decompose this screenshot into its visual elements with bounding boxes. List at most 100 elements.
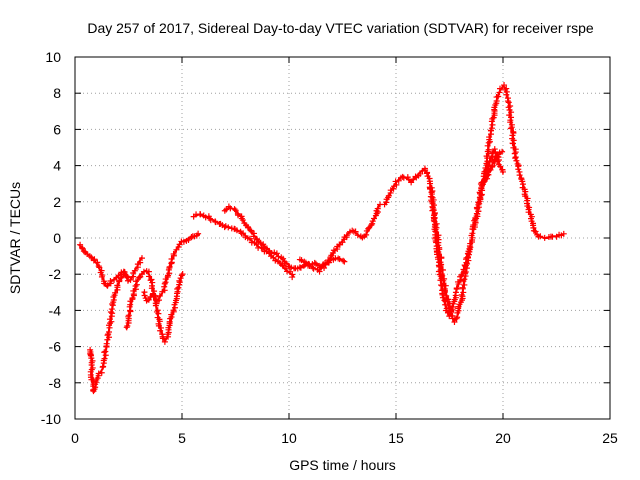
data-point bbox=[492, 149, 499, 156]
data-point bbox=[159, 335, 166, 342]
y-axis-label: SDTVAR / TECUs bbox=[7, 182, 23, 294]
data-point bbox=[95, 370, 102, 377]
data-point bbox=[499, 168, 506, 175]
data-point bbox=[504, 98, 511, 105]
data-point bbox=[125, 312, 132, 319]
data-point bbox=[441, 297, 448, 304]
data-point bbox=[489, 121, 496, 128]
data-point bbox=[412, 173, 419, 180]
data-point bbox=[195, 230, 202, 237]
data-point bbox=[312, 260, 319, 267]
data-point bbox=[430, 217, 437, 224]
data-point bbox=[451, 319, 458, 326]
data-point bbox=[494, 158, 501, 165]
y-tick-label: 6 bbox=[53, 121, 61, 137]
data-point bbox=[476, 200, 483, 207]
data-point bbox=[449, 304, 456, 311]
data-point bbox=[170, 250, 177, 257]
data-point bbox=[233, 227, 240, 234]
data-point bbox=[336, 256, 343, 263]
data-point bbox=[177, 275, 184, 282]
data-point bbox=[155, 297, 162, 304]
x-tick-label: 10 bbox=[281, 430, 297, 446]
data-point bbox=[427, 186, 434, 193]
data-point bbox=[446, 313, 453, 320]
data-point bbox=[140, 268, 147, 275]
data-point bbox=[250, 233, 257, 240]
data-point bbox=[399, 173, 406, 180]
data-point bbox=[146, 273, 153, 280]
data-point bbox=[311, 259, 318, 266]
y-tick-label: -6 bbox=[49, 339, 62, 355]
data-point bbox=[157, 324, 164, 331]
data-point bbox=[508, 114, 515, 121]
data-point bbox=[108, 306, 115, 313]
data-point bbox=[453, 285, 460, 292]
data-point bbox=[175, 244, 182, 251]
data-point bbox=[166, 263, 173, 270]
series-early-c bbox=[123, 268, 186, 345]
data-point bbox=[96, 264, 103, 271]
data-point bbox=[280, 255, 287, 262]
data-point bbox=[94, 259, 101, 266]
data-point bbox=[501, 82, 508, 89]
data-point bbox=[136, 274, 143, 281]
data-point bbox=[157, 327, 164, 334]
data-point bbox=[289, 274, 296, 281]
data-point bbox=[207, 217, 214, 224]
data-point bbox=[150, 293, 157, 300]
data-point bbox=[352, 228, 359, 235]
data-point bbox=[103, 340, 110, 347]
data-point bbox=[343, 232, 350, 239]
series-mid-b bbox=[221, 203, 292, 270]
data-point bbox=[98, 369, 105, 376]
data-point bbox=[240, 230, 247, 237]
y-tick-label: 10 bbox=[45, 49, 61, 65]
data-point bbox=[363, 231, 370, 238]
data-point bbox=[107, 308, 114, 315]
data-point bbox=[225, 224, 232, 231]
data-point bbox=[374, 205, 381, 212]
data-point bbox=[423, 170, 430, 177]
data-point bbox=[247, 227, 254, 234]
data-point bbox=[434, 251, 441, 258]
data-point bbox=[77, 241, 84, 248]
data-point bbox=[104, 282, 111, 289]
data-point bbox=[114, 282, 121, 289]
data-point bbox=[485, 146, 492, 153]
data-point bbox=[438, 255, 445, 262]
data-point bbox=[458, 272, 465, 279]
data-point bbox=[309, 264, 316, 271]
data-point bbox=[197, 211, 204, 218]
data-point bbox=[107, 277, 114, 284]
data-point bbox=[475, 199, 482, 206]
data-point bbox=[329, 250, 336, 257]
data-point bbox=[137, 259, 144, 266]
data-point bbox=[132, 278, 139, 285]
data-point bbox=[310, 265, 317, 272]
data-point bbox=[239, 217, 246, 224]
data-point bbox=[316, 268, 323, 275]
series-early-b bbox=[87, 255, 145, 395]
data-point bbox=[141, 292, 148, 299]
data-point bbox=[131, 267, 138, 274]
data-point bbox=[272, 257, 279, 264]
data-point bbox=[283, 260, 290, 267]
data-point bbox=[176, 277, 183, 284]
series-mid-a bbox=[190, 211, 296, 281]
data-point bbox=[341, 258, 348, 265]
data-point bbox=[452, 289, 459, 296]
data-point bbox=[100, 363, 107, 370]
data-point bbox=[395, 177, 402, 184]
data-point bbox=[245, 224, 252, 231]
y-tick-label: 4 bbox=[53, 158, 61, 174]
data-point bbox=[461, 276, 468, 283]
data-point bbox=[223, 206, 230, 213]
data-point bbox=[212, 219, 219, 226]
data-point bbox=[463, 254, 470, 261]
data-point bbox=[179, 271, 186, 278]
data-point bbox=[78, 244, 85, 251]
data-point bbox=[365, 225, 372, 232]
data-point bbox=[460, 266, 467, 273]
data-point bbox=[273, 250, 280, 257]
